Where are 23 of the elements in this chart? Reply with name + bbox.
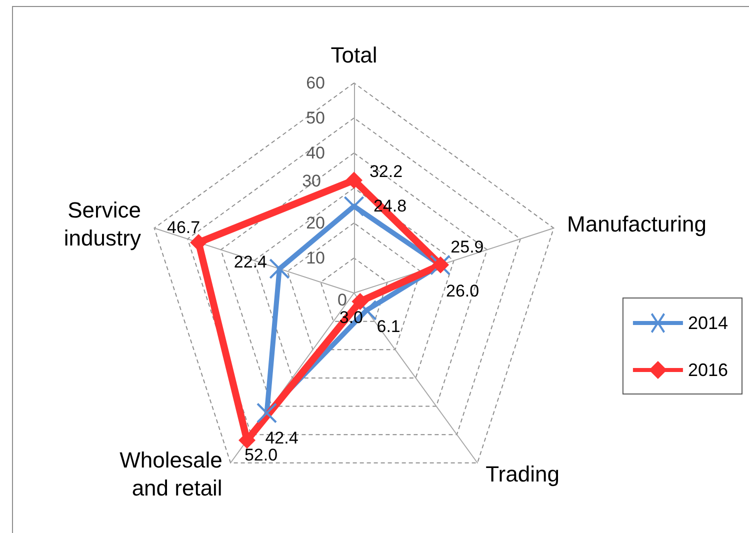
data-label: 46.7 xyxy=(167,218,200,237)
y-tick-label: 50 xyxy=(306,108,325,128)
y-tick-label: 10 xyxy=(306,248,325,268)
legend-label: 2016 xyxy=(688,360,728,380)
legend-label: 2014 xyxy=(688,313,728,333)
spoke-label: Wholesale and retail xyxy=(120,448,222,501)
spoke-label: Service industry xyxy=(64,197,141,250)
data-label: 42.4 xyxy=(265,428,298,448)
spoke-label: Manufacturing xyxy=(567,211,706,236)
data-label: 52.0 xyxy=(244,446,278,465)
data-label: 32.2 xyxy=(369,162,403,181)
data-label: 22.4 xyxy=(234,252,267,272)
y-tick-label: 20 xyxy=(306,214,325,232)
data-label: 26.0 xyxy=(446,281,480,300)
y-tick-label: 40 xyxy=(306,144,325,162)
y-tick-label: 60 xyxy=(306,74,325,92)
spoke-label: Total xyxy=(330,42,378,68)
spoke-label: Trading xyxy=(486,462,560,487)
y-tick-label: 30 xyxy=(302,172,321,190)
data-label: 6.1 xyxy=(376,316,400,336)
y-tick-label: 0 xyxy=(338,290,347,310)
data-label: 25.9 xyxy=(450,237,484,256)
data-label: 3.0 xyxy=(339,308,363,327)
